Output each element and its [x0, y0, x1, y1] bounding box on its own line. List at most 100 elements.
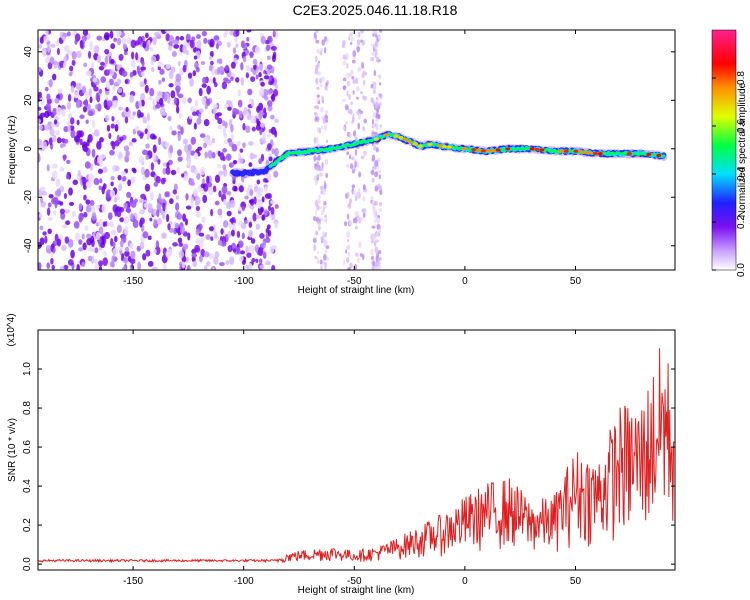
spectrogram-noise-cell [234, 186, 238, 192]
spectrogram-noise-cell [148, 95, 153, 101]
spectrogram-noise-cell [352, 130, 357, 137]
spectrogram-noise-cell [84, 90, 89, 100]
spectrogram-noise-cell [47, 228, 52, 235]
spectrogram-noise-cell [117, 174, 122, 181]
spectrogram-noise-cell [44, 86, 49, 92]
spectrogram-noise-cell [141, 149, 148, 156]
spectrogram-noise-cell [66, 31, 71, 37]
spectrogram-noise-cell [346, 151, 350, 155]
spectrogram-noise-cell [187, 72, 193, 79]
spectrogram-noise-cell [252, 212, 257, 222]
spectrogram-noise-cell [189, 39, 195, 49]
spectrogram-noise-cell [227, 244, 233, 253]
spectrogram-noise-cell [274, 147, 279, 157]
spectrogram-noise-cell [126, 191, 132, 199]
spectrogram-noise-cell [315, 216, 320, 223]
spectrogram-noise-cell [169, 125, 173, 132]
spectrogram-noise-cell [156, 209, 160, 218]
spectrogram-noise-cell [155, 175, 161, 184]
spectrogram-noise-cell [223, 198, 227, 206]
spectrogram-noise-cell [235, 77, 240, 83]
spectrogram-noise-cell [220, 228, 224, 235]
spectrogram-noise-cell [195, 66, 200, 73]
spectrogram-noise-cell [258, 63, 264, 72]
spectrogram-noise-cell [213, 231, 218, 239]
spectrogram-noise-cell [230, 123, 234, 133]
spectrogram-noise-cell [229, 218, 235, 223]
spectrogram-peak-cell [398, 136, 404, 140]
spectrogram-noise-cell [375, 216, 378, 222]
spectrogram-noise-cell [157, 158, 161, 165]
spectrogram-noise-cell [349, 262, 353, 269]
spectrogram-noise-cell [177, 60, 181, 67]
spectrogram-noise-cell [102, 257, 108, 267]
spectrogram-noise-cell [363, 213, 366, 218]
spectrogram-x-ticks: -150 -100 -50 0 50 [123, 30, 581, 287]
spectrogram-noise-cell [194, 169, 198, 176]
spectrogram-noise-cell [315, 231, 319, 236]
spectrogram-noise-cell [181, 97, 187, 105]
spectrogram-ridge [229, 130, 668, 178]
spectrogram-noise-cell [262, 132, 266, 140]
snr-scale-label: (x10^4) [6, 313, 17, 346]
spectrogram-noise-cell [320, 265, 323, 270]
spectrogram-noise-cell [211, 137, 216, 144]
spectrogram-noise-cell [95, 92, 101, 102]
spectrogram-noise-cell [316, 86, 320, 90]
spectrogram-noise-cell [325, 172, 329, 178]
spectrogram-noise-cell [158, 79, 162, 85]
spectrogram-noise-cell [199, 167, 206, 176]
spectrogram-noise-cell [118, 136, 124, 142]
spectrogram-noise-cell [217, 208, 223, 216]
spectrogram-noise-cell [323, 189, 326, 193]
spectrogram-noise-cell [201, 30, 208, 37]
spectrogram-noise-cell [371, 233, 376, 241]
spectrogram-noise-cell [64, 138, 69, 144]
spectrogram-noise-cell [247, 184, 253, 191]
spectrogram-noise-cell [60, 143, 64, 149]
spectrogram-noise-cell [238, 220, 244, 227]
spectrogram-noise-cell [63, 192, 67, 200]
spectrogram-noise-cell [320, 190, 324, 195]
spectrogram-noise-cell [122, 43, 128, 50]
spectrogram-noise-cell [357, 188, 361, 193]
spectrogram-noise-cell [226, 190, 232, 196]
spectrogram-noise-cell [248, 162, 253, 168]
spectrogram-noise-cell [342, 60, 347, 66]
spectrogram-noise-cell [45, 244, 52, 249]
spectrogram-noise-cell [345, 105, 349, 110]
spectrogram-noise-cell [213, 256, 219, 265]
spectrogram-noise-cell [354, 225, 358, 230]
spectrogram-noise-cell [39, 112, 46, 118]
spectrogram-noise-cell [372, 84, 377, 91]
spectrogram-noise-cell [49, 56, 55, 65]
spectrogram-noise-cell [75, 83, 80, 90]
spectrogram-peak-cell [627, 152, 632, 156]
spectrogram-peak-cell [495, 148, 501, 152]
spectrogram-peak-cell [412, 142, 418, 146]
spectrogram-noise-cell [155, 104, 161, 109]
spectrogram-noise-cell [206, 98, 211, 107]
spectrogram-noise-cell [251, 126, 256, 132]
snr-y-ticks: 0.0 0.2 0.4 0.6 0.8 1.0 [22, 362, 675, 571]
spectrogram-noise-cell [136, 65, 140, 75]
spectrogram-noise-cell [377, 157, 381, 163]
spectrogram-noise-cell [313, 175, 317, 182]
spectrogram-noise-cell [110, 181, 114, 187]
spectrogram-noise-cell [259, 232, 265, 239]
spectrogram-noise-cell [270, 114, 275, 120]
spectrogram-noise-cell [346, 245, 349, 250]
spectrogram-noise-cell [161, 232, 167, 240]
spectrogram-noise-cell [262, 251, 267, 259]
spectrogram-noise-cell [374, 246, 378, 254]
spectrogram-noise-cell [356, 191, 360, 199]
spectrogram-noise-cell [92, 77, 98, 83]
spectrogram-noise-cell [370, 43, 374, 47]
spectrogram-noise-cell [267, 55, 271, 61]
spectrogram-noise-cell [363, 118, 367, 124]
spectrogram-noise-cell [209, 55, 213, 61]
spectrogram-noise-cell [363, 96, 367, 101]
spectrogram-noise-cell [324, 231, 327, 238]
spectrogram-noise-cell [124, 79, 128, 85]
spectrogram-noise-cell [62, 61, 67, 69]
